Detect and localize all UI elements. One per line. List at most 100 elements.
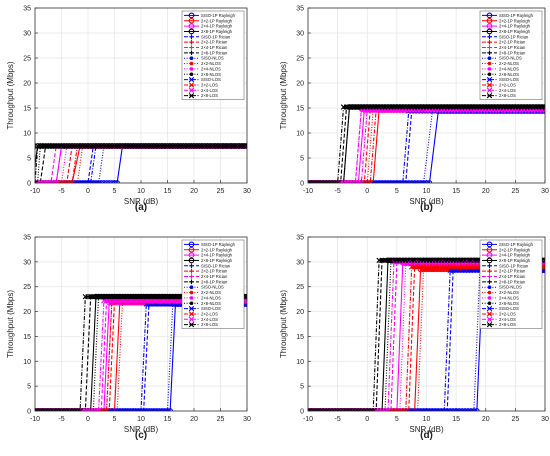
x-tick-label: 0 xyxy=(365,416,369,423)
legend-entry-label: SISO-1P Rayleigh xyxy=(201,242,236,247)
x-tick-label: 20 xyxy=(482,188,490,195)
x-tick-label: 15 xyxy=(164,416,172,423)
legend-marker xyxy=(190,285,194,289)
legend-entry-label: 2×8-LOS xyxy=(201,93,218,98)
y-tick-label: 30 xyxy=(23,259,31,266)
legend-entry-label: 2×8-LOS xyxy=(201,322,218,327)
legend-entry-label: 2×8-1P Rayleigh xyxy=(201,29,233,34)
legend-entry-label: SISO-LOS xyxy=(201,77,221,82)
x-tick-label: 15 xyxy=(452,188,460,195)
y-tick-label: 10 xyxy=(296,131,304,138)
legend-entry-label: 2×8-NLOS xyxy=(201,72,221,77)
x-tick-label: 10 xyxy=(137,416,145,423)
legend-entry-label: SISO-NLOS xyxy=(201,285,224,290)
legend-entry-label: 2×8-1P Rician xyxy=(499,50,526,55)
legend-entry-label: 2×4-NLOS xyxy=(201,295,221,300)
legend-entry-label: 2×2-LOS xyxy=(201,82,218,87)
x-tick-label: 10 xyxy=(423,188,431,195)
x-tick-label: -5 xyxy=(335,416,341,423)
legend-entry-label: SISO-NLOS xyxy=(499,56,522,61)
y-axis-label: Throughput (Mbps) xyxy=(6,61,15,129)
legend-entry-label: 2×8-NLOS xyxy=(499,72,519,77)
legend-marker xyxy=(190,296,194,300)
legend-entry-label: 2×8-NLOS xyxy=(201,301,221,306)
legend-entry-label: 2×8-LOS xyxy=(499,93,516,98)
y-tick-label: 25 xyxy=(23,56,31,63)
x-tick-label: 25 xyxy=(217,188,225,195)
panel-label: (a) xyxy=(135,202,147,213)
legend-marker xyxy=(488,62,492,66)
x-tick-label: 30 xyxy=(541,416,549,423)
x-tick-label: -10 xyxy=(303,188,313,195)
x-tick-label: 20 xyxy=(190,188,198,195)
legend-entry-label: 2×2-NLOS xyxy=(201,61,221,66)
legend-entry-label: SISO-LOS xyxy=(201,306,221,311)
y-tick-label: 0 xyxy=(300,181,304,188)
legend-entry-label: 2×4-1P Rayleigh xyxy=(201,24,233,29)
x-tick-label: 5 xyxy=(395,188,399,195)
legend-entry-label: 2×4-LOS xyxy=(201,317,218,322)
legend-entry-label: SISO-NLOS xyxy=(201,56,224,61)
legend-entry-label: 2×2-1P Rayleigh xyxy=(201,18,233,23)
legend-entry-label: 2×4-1P Rician xyxy=(201,45,228,50)
y-tick-label: 5 xyxy=(27,156,31,163)
y-tick-label: 15 xyxy=(23,106,31,113)
legend-entry-label: 2×2-NLOS xyxy=(499,61,519,66)
legend-entry-label: SISO-1P Rayleigh xyxy=(201,13,236,18)
y-tick-label: 30 xyxy=(296,31,304,38)
legend-entry-label: SISO-1P Rician xyxy=(201,263,231,268)
x-tick-label: 20 xyxy=(190,416,198,423)
legend-entry-label: 2×4-NLOS xyxy=(201,66,221,71)
panel-label: (c) xyxy=(135,430,147,441)
x-tick-label: 0 xyxy=(86,188,90,195)
y-tick-label: 35 xyxy=(23,235,31,242)
x-tick-label: 25 xyxy=(511,188,519,195)
legend-entry-label: SISO-1P Rician xyxy=(201,34,231,39)
x-tick-label: 25 xyxy=(217,416,225,423)
legend-entry-label: 2×4-1P Rician xyxy=(499,45,526,50)
x-tick-label: -5 xyxy=(335,188,341,195)
y-tick-label: 10 xyxy=(296,359,304,366)
legend-entry-label: 2×4-NLOS xyxy=(499,66,519,71)
x-tick-label: 15 xyxy=(164,188,172,195)
y-tick-label: 5 xyxy=(300,156,304,163)
legend-marker xyxy=(190,72,194,76)
x-tick-label: 5 xyxy=(113,416,117,423)
y-tick-label: 10 xyxy=(23,131,31,138)
legend-entry-label: 2×8-1P Rayleigh xyxy=(201,258,233,263)
legend-marker xyxy=(488,56,492,60)
y-tick-label: 30 xyxy=(296,259,304,266)
legend-entry-label: 2×4-1P Rician xyxy=(201,274,228,279)
x-tick-label: 30 xyxy=(243,416,251,423)
y-tick-label: 0 xyxy=(300,409,304,416)
x-tick-label: 20 xyxy=(482,416,490,423)
y-tick-label: 20 xyxy=(23,81,31,88)
legend-entry-label: 2×8-1P Rayleigh xyxy=(499,29,531,34)
legend-entry-label: 2×2-LOS xyxy=(201,311,218,316)
legend-entry-label: 2×4-LOS xyxy=(499,88,516,93)
x-tick-label: 30 xyxy=(243,188,251,195)
x-tick-label: 30 xyxy=(541,188,549,195)
y-axis-label: Throughput (Mbps) xyxy=(6,290,15,358)
y-tick-label: 5 xyxy=(27,384,31,391)
y-tick-label: 35 xyxy=(296,235,304,242)
legend-entry-label: 2×2-1P Rayleigh xyxy=(201,247,233,252)
legend-entry-label: SISO-1P Rician xyxy=(499,34,529,39)
y-tick-label: 25 xyxy=(23,284,31,291)
legend-entry-label: 2×4-1P Rayleigh xyxy=(499,24,531,29)
x-tick-label: -5 xyxy=(58,188,64,195)
legend-entry-label: 2×4-1P Rayleigh xyxy=(201,253,233,258)
x-tick-label: -5 xyxy=(58,416,64,423)
legend-entry-label: 2×8-1P Rician xyxy=(201,279,228,284)
y-tick-label: 20 xyxy=(296,81,304,88)
legend-entry-label: SISO-1P Rayleigh xyxy=(499,13,534,18)
legend-entry-label: 2×2-NLOS xyxy=(201,290,221,295)
legend-marker xyxy=(190,56,194,60)
legend-entry-label: 2×8-1P Rician xyxy=(201,50,228,55)
legend-entry-label: 2×2-1P Rician xyxy=(201,269,228,274)
